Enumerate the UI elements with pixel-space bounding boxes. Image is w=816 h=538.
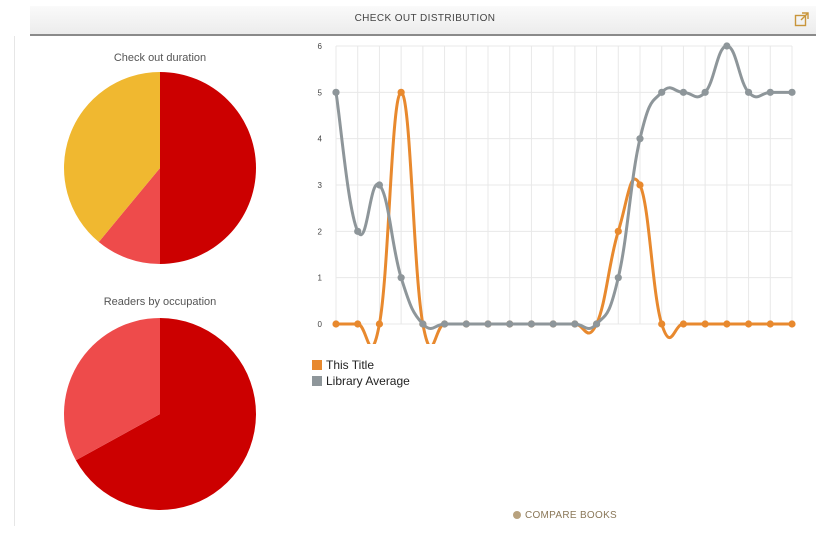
data-point-library-average (766, 88, 774, 96)
legend-swatch-gray (312, 376, 322, 386)
chart-legend: This Title Library Average (312, 357, 410, 389)
y-tick-label: 0 (318, 320, 323, 329)
y-tick-label: 5 (318, 88, 323, 97)
data-point-library-average (419, 320, 427, 328)
data-point-library-average (744, 88, 753, 96)
data-point-library-average (440, 320, 449, 328)
data-point-library-average (462, 320, 470, 328)
compare-books-button[interactable]: COMPARE BOOKS (490, 505, 640, 525)
pie1-title: Check out duration (113, 52, 207, 64)
data-point-library-average (549, 320, 557, 328)
data-point-library-average (527, 320, 536, 328)
pie2-slice-1 (63, 318, 161, 461)
data-point-this-title (701, 320, 709, 328)
data-point-library-average (614, 274, 622, 282)
series-line-this-title (336, 90, 792, 344)
y-tick-label: 6 (318, 42, 323, 51)
data-point-this-title (723, 320, 731, 328)
legend-item-this-title[interactable]: This Title (312, 357, 410, 373)
compare-books-label: COMPARE BOOKS (524, 509, 618, 521)
data-point-library-average (484, 320, 492, 328)
panel-title: CHECK OUT DISTRIBUTION (354, 13, 496, 24)
data-point-library-average (636, 135, 644, 143)
data-point-library-average (375, 181, 384, 189)
panel-left-border (14, 36, 15, 526)
data-point-library-average (723, 42, 731, 50)
data-point-library-average (397, 274, 405, 282)
pie2-slice-0 (75, 318, 256, 510)
data-point-this-title (332, 320, 340, 328)
data-point-this-title (788, 320, 796, 328)
data-point-library-average (788, 88, 796, 96)
plus-circle-icon (512, 511, 521, 519)
data-point-library-average (506, 320, 514, 328)
data-point-library-average (701, 88, 709, 96)
y-tick-label: 1 (318, 274, 323, 283)
pie1-slice-1 (98, 168, 160, 264)
data-point-this-title (354, 320, 362, 328)
data-point-library-average (332, 88, 340, 96)
chart-panel-header: CHECK OUT DISTRIBUTION (30, 6, 816, 36)
legend-label: This Title (326, 358, 375, 372)
legend-label: Library Average (326, 374, 410, 388)
data-point-this-title (614, 227, 622, 235)
y-tick-label: 3 (318, 181, 323, 190)
data-point-this-title (679, 320, 688, 328)
data-point-library-average (592, 320, 601, 328)
readers-occupation-pie (63, 318, 256, 510)
data-point-this-title (766, 320, 774, 328)
y-tick-label: 4 (318, 135, 323, 144)
pie1-slice-0 (160, 72, 256, 264)
data-point-library-average (571, 320, 579, 328)
checkout-duration-pie (64, 72, 256, 264)
checkout-line-chart: 0 1 2 3 4 5 6 (318, 42, 796, 344)
legend-swatch-orange (312, 360, 322, 370)
pie1-slice-2 (64, 72, 160, 242)
data-point-this-title (375, 320, 384, 328)
external-link-icon[interactable] (794, 11, 810, 27)
data-point-this-title (397, 88, 405, 96)
legend-item-library-average[interactable]: Library Average (312, 373, 410, 389)
series-line-library-average (334, 44, 792, 330)
data-point-library-average (658, 88, 666, 96)
y-tick-label: 2 (318, 227, 323, 236)
pie2-title: Readers by occupation (103, 296, 217, 308)
data-point-this-title (636, 181, 644, 189)
data-point-this-title (658, 320, 666, 328)
data-point-library-average (679, 88, 688, 96)
data-point-this-title (744, 320, 753, 328)
data-point-library-average (354, 227, 362, 235)
